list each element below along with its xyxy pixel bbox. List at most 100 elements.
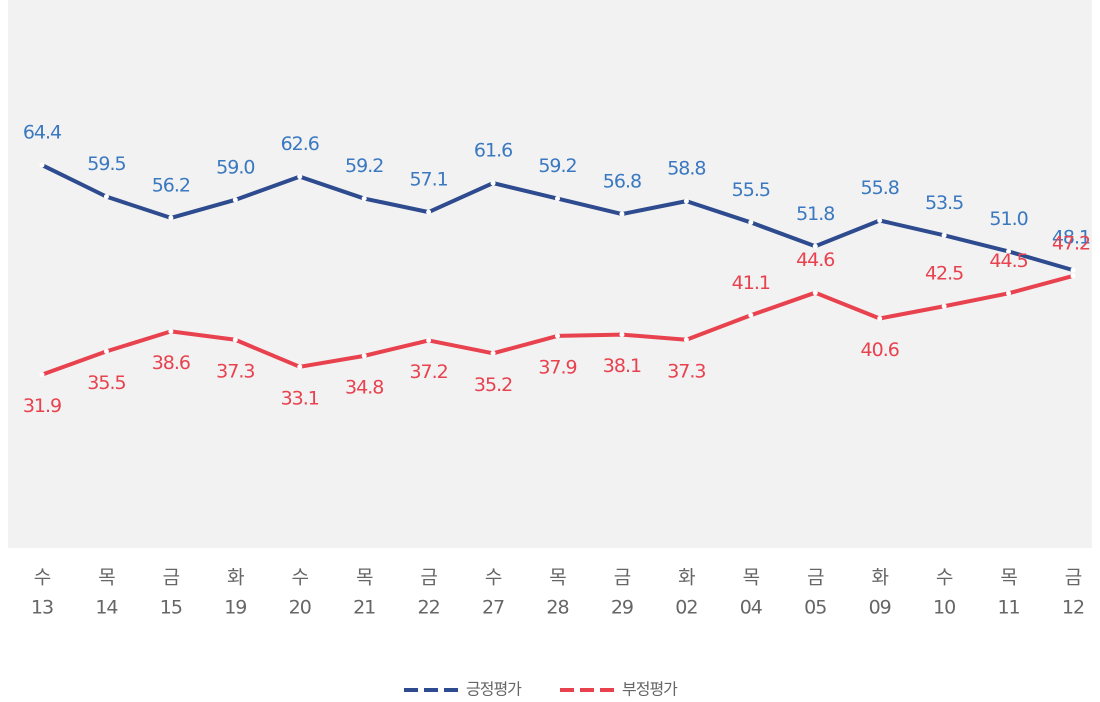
point [39, 162, 45, 168]
x-tick-weekday: 수 [485, 567, 502, 589]
value-label: 40.6 [861, 339, 899, 361]
value-label: 51.0 [989, 208, 1027, 230]
point [168, 328, 174, 334]
point [426, 209, 432, 215]
point [877, 217, 883, 223]
x-tick-weekday: 목 [98, 567, 115, 589]
x-tick-label: 19 [224, 597, 246, 619]
x-tick-weekday: 금 [420, 567, 437, 589]
x-tick-weekday: 화 [227, 567, 244, 589]
point [168, 215, 174, 221]
value-label: 53.5 [925, 192, 963, 214]
x-tick-weekday: 수 [936, 567, 953, 589]
x-tick-weekday: 금 [1065, 567, 1082, 589]
point [297, 364, 303, 370]
x-tick-label: 04 [740, 597, 763, 619]
x-tick-label: 14 [95, 597, 118, 619]
x-tick-label: 11 [997, 597, 1019, 619]
point [1006, 290, 1012, 296]
point [103, 348, 109, 354]
value-label: 59.0 [216, 156, 254, 178]
point [232, 337, 238, 343]
x-tick-label: 10 [933, 597, 955, 619]
point [555, 196, 560, 202]
value-label: 57.1 [409, 169, 447, 191]
point [748, 312, 754, 318]
x-tick-label: 02 [675, 597, 697, 619]
x-tick-weekday: 수 [34, 567, 51, 589]
value-label: 55.8 [861, 177, 899, 199]
point [941, 303, 947, 309]
point [1070, 267, 1076, 273]
value-label: 64.4 [23, 122, 62, 144]
x-tick-weekday: 목 [356, 567, 373, 589]
legend-label: 부정평가 [622, 680, 678, 699]
point [748, 219, 754, 225]
x-tick-weekday: 화 [678, 567, 695, 589]
point [1070, 273, 1076, 279]
point [683, 337, 689, 343]
point [555, 333, 560, 339]
point [103, 194, 109, 200]
value-label: 61.6 [474, 140, 512, 162]
value-label: 59.5 [87, 153, 125, 175]
legend-label: 긍정평가 [466, 680, 522, 699]
x-tick-label: 22 [418, 597, 440, 619]
value-label: 37.2 [409, 361, 447, 383]
x-tick-label: 20 [289, 597, 311, 619]
x-tick-weekday: 목 [1000, 567, 1017, 589]
value-label: 56.2 [152, 174, 190, 196]
x-tick-weekday: 금 [614, 567, 631, 589]
x-tick-weekday: 화 [871, 567, 888, 589]
value-label: 47.2 [1052, 232, 1090, 254]
point [812, 290, 818, 296]
point [490, 180, 496, 186]
x-tick-weekday: 수 [292, 567, 309, 589]
value-label: 51.8 [796, 203, 834, 225]
value-label: 55.5 [732, 179, 770, 201]
value-label: 44.6 [796, 249, 834, 271]
value-label: 37.3 [667, 360, 705, 382]
point [490, 350, 496, 356]
point [297, 174, 303, 180]
x-tick-label: 09 [869, 597, 891, 619]
point [877, 315, 883, 321]
x-tick-weekday: 목 [743, 567, 760, 589]
x-tick-label: 15 [160, 597, 182, 619]
value-label: 37.9 [538, 356, 576, 378]
x-tick-weekday: 금 [163, 567, 180, 589]
x-tick-weekday: 목 [549, 567, 566, 589]
x-tick-weekday: 금 [807, 567, 824, 589]
point [361, 353, 367, 359]
plot-area [8, 0, 1092, 548]
point [232, 197, 238, 203]
value-label: 37.3 [216, 360, 254, 382]
value-label: 59.2 [538, 155, 576, 177]
x-tick-label: 12 [1062, 597, 1084, 619]
point [683, 198, 689, 204]
point [812, 243, 818, 249]
x-tick-label: 28 [546, 597, 568, 619]
value-label: 35.5 [87, 372, 125, 394]
value-label: 42.5 [925, 263, 963, 285]
point [1006, 248, 1012, 254]
point [619, 332, 625, 338]
value-label: 59.2 [345, 155, 383, 177]
x-tick-label: 29 [611, 597, 633, 619]
value-label: 44.5 [989, 250, 1027, 272]
value-label: 33.1 [281, 387, 319, 409]
value-label: 35.2 [474, 374, 512, 396]
point [426, 337, 432, 343]
value-label: 48.1 [1052, 227, 1090, 249]
value-label: 38.1 [603, 355, 641, 377]
value-label: 62.6 [281, 133, 319, 155]
value-label: 34.8 [345, 376, 383, 398]
x-tick-label: 21 [353, 597, 375, 619]
x-tick-label: 13 [31, 597, 53, 619]
value-label: 41.1 [732, 272, 770, 294]
value-label: 38.6 [152, 352, 190, 374]
value-label: 56.8 [603, 171, 641, 193]
point [941, 232, 947, 238]
